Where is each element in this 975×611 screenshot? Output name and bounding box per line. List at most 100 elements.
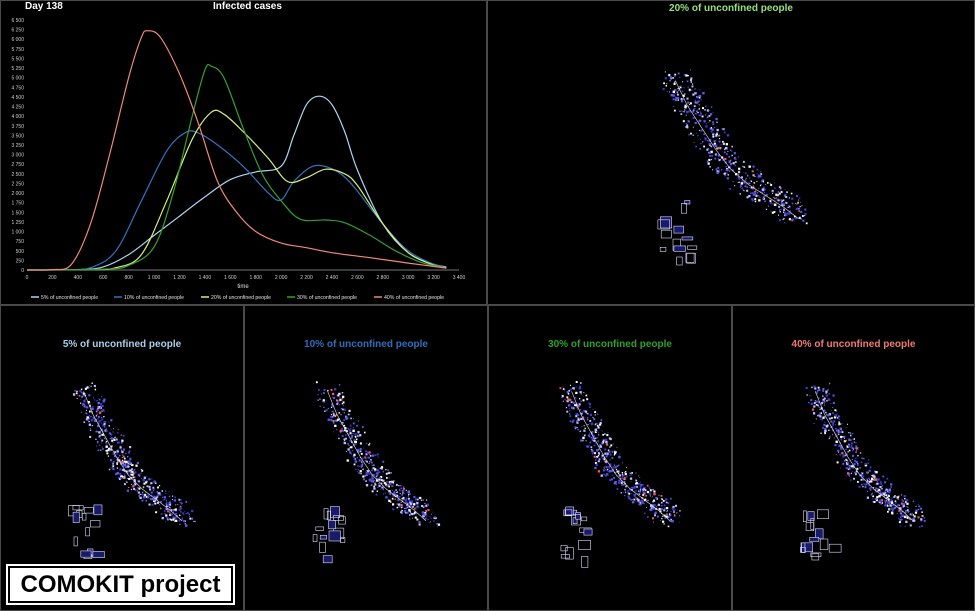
map-agent-dot bbox=[137, 487, 139, 489]
map-agent-dot bbox=[378, 478, 381, 481]
map-agent-dot bbox=[371, 480, 374, 483]
map-agent-dot bbox=[375, 476, 377, 478]
map-agent-dot bbox=[409, 511, 411, 513]
map-agent-dot bbox=[853, 441, 855, 443]
map-population-layer bbox=[800, 382, 926, 561]
map-agent-dot bbox=[424, 517, 427, 520]
map-agent-dot bbox=[182, 512, 184, 514]
map-agent-dot bbox=[891, 500, 893, 503]
map-canvas-20[interactable] bbox=[488, 1, 975, 305]
map-agent-dot bbox=[609, 438, 612, 441]
map-agent-dot bbox=[571, 420, 574, 423]
map-agent-dot bbox=[921, 525, 923, 528]
map-agent-dot bbox=[868, 480, 871, 483]
map-panel-10[interactable]: 10% of unconfined people bbox=[244, 305, 488, 611]
map-agent-dot bbox=[679, 86, 681, 88]
map-agent-dot bbox=[419, 525, 421, 527]
map-agent-dot bbox=[682, 94, 685, 97]
map-panel-5[interactable]: 5% of unconfined people bbox=[0, 305, 244, 611]
map-agent-dot bbox=[613, 476, 616, 479]
map-agent-dot bbox=[672, 92, 674, 94]
map-agent-dot bbox=[744, 172, 747, 175]
map-agent-dot bbox=[637, 499, 640, 502]
map-agent-dot bbox=[169, 511, 171, 513]
map-agent-dot bbox=[129, 446, 132, 449]
map-agent-dot bbox=[86, 416, 89, 419]
map-agent-dot bbox=[402, 486, 404, 488]
map-agent-dot bbox=[904, 498, 906, 500]
map-agent-dot bbox=[165, 492, 167, 494]
map-agent-dot bbox=[175, 519, 178, 522]
map-agent-dot bbox=[430, 517, 432, 519]
y-tick-label: 1 500 bbox=[11, 210, 24, 216]
map-agent-dot bbox=[689, 90, 691, 92]
map-agent-dot bbox=[846, 466, 848, 468]
map-agent-dot bbox=[351, 441, 353, 443]
map-agent-dot bbox=[616, 488, 619, 490]
map-agent-dot bbox=[595, 457, 597, 459]
map-canvas-40[interactable] bbox=[733, 306, 975, 611]
map-agent-dot bbox=[749, 180, 752, 182]
map-agent-dot bbox=[718, 159, 721, 162]
map-agent-dot bbox=[621, 472, 624, 474]
map-agent-dot bbox=[590, 446, 593, 448]
map-agent-dot bbox=[830, 402, 832, 404]
map-canvas-5[interactable] bbox=[1, 306, 244, 611]
map-agent-dot bbox=[579, 409, 582, 411]
map-agent-dot bbox=[681, 90, 684, 93]
map-agent-dot bbox=[93, 384, 96, 387]
map-agent-dot bbox=[157, 486, 159, 489]
map-agent-dot bbox=[662, 499, 665, 502]
x-tick-label: 3 000 bbox=[402, 275, 415, 281]
map-agent-dot bbox=[886, 496, 889, 499]
map-agent-dot bbox=[716, 121, 718, 123]
map-agent-dot bbox=[108, 450, 110, 452]
map-canvas-30[interactable] bbox=[489, 306, 732, 611]
map-agent-dot bbox=[569, 415, 572, 418]
map-agent-dot bbox=[134, 476, 136, 478]
map-agent-dot bbox=[575, 428, 577, 430]
map-agent-dot bbox=[82, 405, 83, 406]
map-agent-dot bbox=[914, 511, 918, 514]
map-agent-dot bbox=[592, 437, 595, 440]
map-agent-dot bbox=[903, 495, 906, 498]
map-agent-dot bbox=[126, 472, 129, 475]
map-agent-dot bbox=[105, 439, 107, 441]
map-agent-dot bbox=[802, 219, 805, 222]
map-agent-dot bbox=[631, 488, 633, 491]
map-agent-dot bbox=[352, 455, 355, 458]
map-agent-dot bbox=[423, 513, 426, 516]
map-agent-dot bbox=[832, 412, 834, 414]
map-agent-dot bbox=[904, 514, 906, 516]
map-agent-dot bbox=[173, 509, 175, 511]
map-agent-dot bbox=[850, 439, 852, 441]
map-agent-dot bbox=[744, 185, 746, 187]
map-canvas-10[interactable] bbox=[245, 306, 488, 611]
map-agent-dot bbox=[618, 455, 621, 459]
map-agent-dot bbox=[378, 482, 380, 485]
map-agent-dot bbox=[424, 502, 426, 504]
map-agent-dot bbox=[711, 128, 714, 131]
map-agent-dot bbox=[866, 471, 868, 474]
map-agent-dot bbox=[596, 449, 599, 452]
map-agent-dot bbox=[588, 434, 591, 436]
map-agent-dot bbox=[84, 387, 87, 390]
map-panel-30[interactable]: 30% of unconfined people bbox=[488, 305, 732, 611]
map-agent-dot bbox=[398, 488, 401, 491]
map-agent-dot bbox=[128, 466, 130, 468]
map-panel-40[interactable]: 40% of unconfined people bbox=[732, 305, 975, 611]
map-agent-dot bbox=[108, 425, 110, 427]
map-agent-dot bbox=[663, 82, 665, 85]
map-agent-dot bbox=[756, 192, 759, 194]
map-agent-dot bbox=[361, 426, 364, 428]
map-agent-dot bbox=[801, 205, 803, 207]
map-panel-20[interactable]: 20% of unconfined people bbox=[487, 0, 975, 305]
map-agent-dot bbox=[686, 124, 689, 127]
map-agent-dot bbox=[814, 400, 816, 402]
map-agent-dot bbox=[180, 501, 183, 504]
map-agent-dot bbox=[896, 512, 898, 514]
map-agent-dot bbox=[122, 448, 125, 451]
map-agent-dot bbox=[869, 487, 872, 490]
map-agent-dot bbox=[639, 503, 642, 506]
map-agent-dot bbox=[123, 470, 126, 472]
